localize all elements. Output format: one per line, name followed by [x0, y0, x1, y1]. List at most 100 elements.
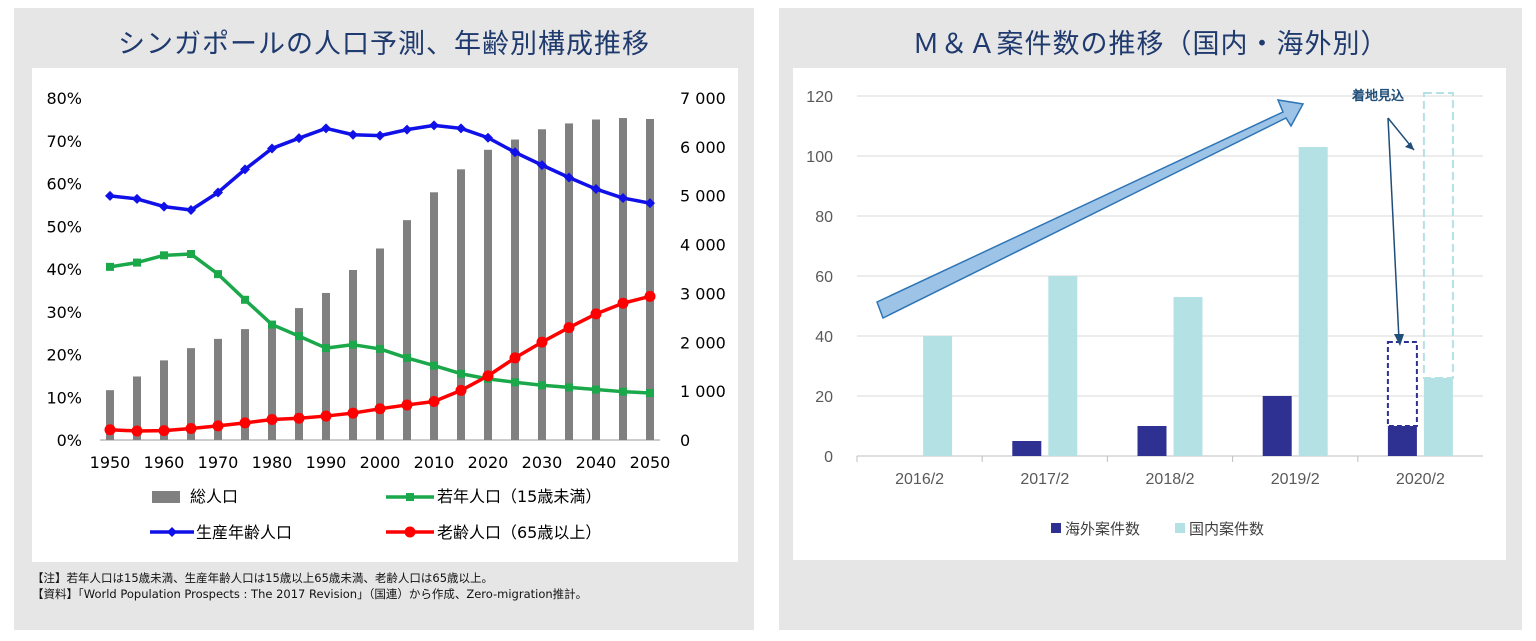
working-population-point — [105, 190, 115, 201]
overseas-bar — [1137, 426, 1167, 456]
working-population-point — [186, 205, 196, 216]
left-y-tick-label: 0% — [57, 431, 82, 450]
right-y-tick-label: 6 000 — [680, 138, 726, 157]
legend-working-marker — [167, 527, 177, 537]
elderly-population-point — [185, 422, 197, 434]
total-population-bar — [214, 338, 222, 440]
growth-trend-arrow — [876, 99, 1305, 320]
x-tick-label: 2018/2 — [1146, 471, 1195, 488]
ma-chart-area: 0 20 40 60 80 100 120 2016/2 2017/2 2018/2 2019/2 2… — [793, 68, 1506, 560]
x-tick-label: 2000 — [360, 453, 401, 472]
ma-chart-svg: 0 20 40 60 80 100 120 2016/2 2017/2 2018/2 2019/2 2… — [806, 88, 1483, 538]
young-population-point — [268, 320, 276, 329]
elderly-population-point — [320, 410, 332, 422]
elderly-population-point — [428, 396, 440, 408]
elderly-population-point — [536, 336, 548, 348]
x-tick-label: 1960 — [144, 453, 185, 472]
elderly-population-point — [131, 425, 143, 437]
elderly-population-point — [563, 322, 575, 334]
legend-total-label: 総人口 — [190, 487, 238, 506]
working-population-point — [483, 132, 493, 143]
total-population-bar — [106, 390, 114, 440]
working-population-point — [267, 143, 277, 154]
x-tick-label: 2016/2 — [895, 471, 944, 488]
y-tick-label: 100 — [806, 149, 833, 166]
young-population-point — [106, 262, 114, 271]
young-population-point — [322, 344, 330, 353]
left-y-tick-label: 80% — [46, 89, 82, 108]
working-population-point — [564, 172, 574, 183]
population-chart-source: 【資料】「World Population Prospects : The 20… — [32, 587, 588, 601]
legend-young-label: 若年人口（15歳未満） — [437, 487, 601, 506]
x-tick-label: 1990 — [306, 453, 347, 472]
right-y-tick-label: 5 000 — [680, 187, 726, 206]
ma-chart-panel: Ｍ＆Ａ案件数の推移（国内・海外別） 0 20 40 60 80 100 120 2016/2 2… — [779, 8, 1522, 630]
total-population-bar — [619, 118, 627, 440]
x-tick-label: 2010 — [414, 453, 455, 472]
x-tick-label: 2019/2 — [1271, 471, 1320, 488]
young-population-point — [376, 344, 384, 353]
elderly-population-point — [617, 297, 629, 309]
total-population-bar — [349, 269, 357, 440]
young-population-point — [430, 361, 438, 370]
elderly-population-point — [644, 290, 656, 302]
legend-domestic-label: 国内案件数 — [1189, 520, 1264, 538]
y-tick-label: 20 — [815, 389, 833, 406]
young-population-point — [133, 258, 141, 267]
elderly-population-point — [239, 417, 251, 429]
working-population-point — [294, 133, 304, 144]
legend-elderly-marker — [404, 526, 416, 538]
elderly-population-point — [158, 425, 170, 437]
x-tick-label: 1970 — [198, 453, 239, 472]
legend-young-marker — [406, 493, 414, 501]
total-population-bar — [592, 119, 600, 441]
population-chart-area: 0% 10% 20% 30% 40% 50% 60% 70% 80% 0 1 000 2 000 3 0… — [32, 68, 738, 562]
x-tick-label: 2020/2 — [1396, 471, 1445, 488]
legend-domestic-swatch — [1175, 523, 1185, 533]
y-tick-label: 80 — [815, 209, 833, 226]
working-population-point — [591, 184, 601, 195]
working-population-point — [645, 198, 655, 209]
y-tick-label: 40 — [815, 329, 833, 346]
total-population-bar — [538, 129, 546, 441]
elderly-population-point — [266, 413, 278, 425]
x-tick-label: 2020 — [468, 453, 509, 472]
right-y-tick-label: 1 000 — [680, 382, 726, 401]
elderly-population-point — [374, 403, 386, 415]
population-chart-panel: シンガポールの人口予測、年齢別構成推移 0% 10% 20% 30% 40% 50% 60%… — [14, 8, 754, 630]
young-population-point — [457, 369, 465, 378]
total-population-bar — [403, 220, 411, 440]
y-tick-label: 0 — [824, 449, 833, 466]
working-population-point — [537, 160, 547, 171]
young-population-point — [403, 353, 411, 362]
right-y-tick-label: 0 — [680, 431, 690, 450]
total-population-bar — [430, 192, 438, 440]
young-population-point — [646, 388, 654, 397]
total-population-bar — [268, 321, 276, 440]
total-population-bar — [241, 329, 249, 440]
working-population-point — [159, 201, 169, 212]
young-population-point — [538, 381, 546, 390]
young-population-point — [349, 340, 357, 349]
total-population-bar — [511, 139, 519, 440]
elderly-population-point — [347, 407, 359, 419]
young-population-point — [511, 378, 519, 387]
working-population-point — [132, 193, 142, 204]
left-y-tick-label: 70% — [46, 132, 82, 151]
forecast-annotation: 着地見込 — [1351, 88, 1405, 104]
domestic-bar — [923, 336, 953, 456]
left-y-tick-label: 50% — [46, 217, 82, 236]
working-population-point — [375, 130, 385, 141]
working-population-point — [213, 187, 223, 198]
young-population-point — [619, 387, 627, 396]
ma-chart-title: Ｍ＆Ａ案件数の推移（国内・海外別） — [912, 29, 1389, 60]
overseas-bar — [1387, 426, 1417, 456]
elderly-population-point — [509, 352, 521, 364]
right-y-tick-label: 4 000 — [680, 236, 726, 255]
total-population-bar — [295, 308, 303, 440]
x-tick-label: 2040 — [576, 453, 617, 472]
x-tick-label: 1950 — [90, 453, 131, 472]
left-y-tick-label: 40% — [46, 260, 82, 279]
total-population-bar — [457, 169, 465, 440]
working-population-point — [510, 147, 520, 158]
